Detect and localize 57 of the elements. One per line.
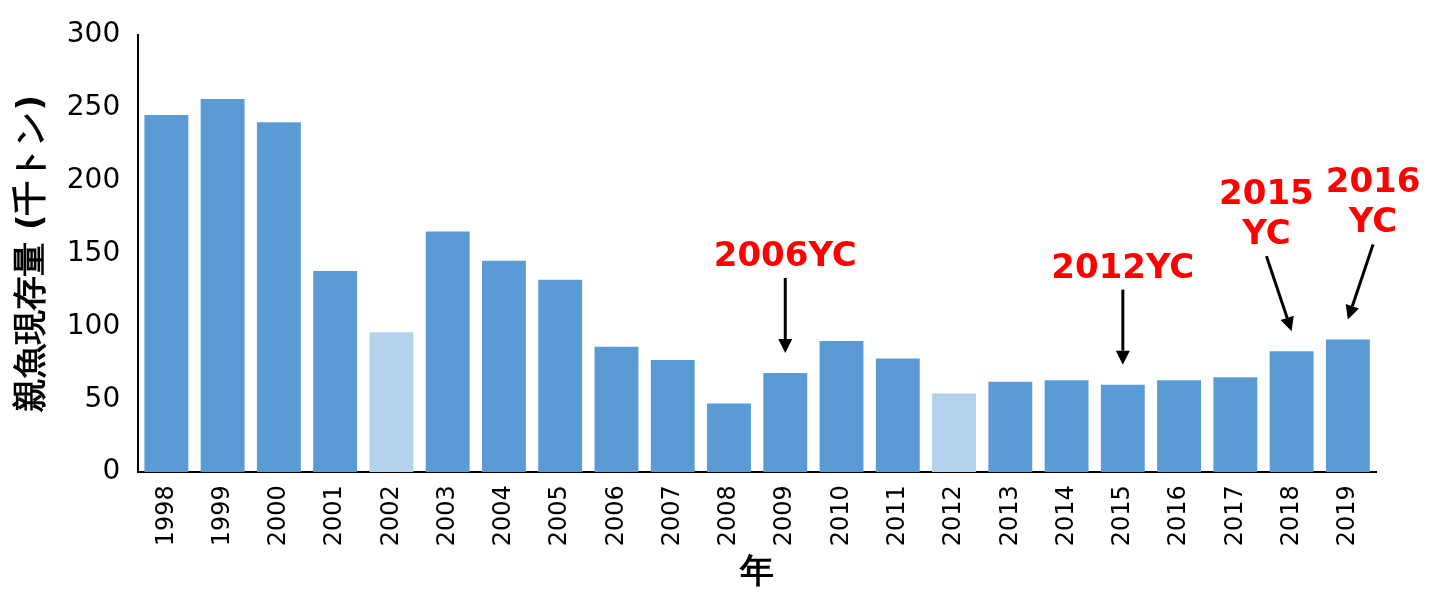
x-tick-label: 2008 [713, 485, 742, 547]
x-tick-label: 2007 [656, 485, 685, 547]
bar [369, 332, 414, 473]
bar [200, 98, 245, 473]
y-tick-label: 50 [84, 380, 121, 414]
x-tick-label: 2003 [431, 485, 460, 547]
y-tick-label: 100 [66, 307, 121, 341]
bar [1325, 339, 1370, 473]
y-tick-label: 150 [66, 234, 121, 268]
bar [875, 358, 920, 473]
bar [819, 340, 864, 473]
x-tick-label: 2011 [882, 485, 911, 547]
x-tick-label: 2010 [825, 485, 854, 547]
x-tick-label: 2009 [769, 485, 798, 547]
x-axis-title: 年 [739, 550, 775, 591]
x-tick-label: 2005 [544, 485, 573, 547]
x-tick-label: 2014 [1050, 485, 1079, 547]
x-tick-label: 1998 [150, 485, 179, 547]
bar [425, 231, 470, 473]
y-tick-label: 250 [66, 88, 121, 122]
x-tick-label: 2013 [994, 485, 1023, 547]
annotation: 2016 YC [1325, 160, 1421, 241]
annotation: 2006YC [713, 234, 857, 274]
bar [707, 403, 751, 473]
bar [1157, 380, 1202, 473]
bar [256, 122, 301, 473]
x-tick-label: 2015 [1107, 485, 1136, 547]
bar [1100, 384, 1145, 473]
bar [482, 260, 526, 473]
x-tick-label: 2000 [263, 485, 292, 547]
x-tick-label: 2019 [1332, 485, 1361, 547]
annotation: 2015 YC [1219, 172, 1314, 253]
bar [763, 373, 808, 473]
y-tick-label: 200 [66, 161, 121, 195]
bar [1044, 380, 1089, 473]
bar [594, 346, 639, 473]
x-tick-label: 2018 [1275, 485, 1304, 547]
x-tick-label: 2001 [319, 485, 348, 547]
x-tick-label: 2004 [488, 485, 517, 547]
x-tick-label: 2012 [938, 485, 967, 547]
x-tick-label: 2002 [375, 485, 404, 547]
bar [988, 381, 1033, 473]
bar [1213, 377, 1258, 473]
bar [144, 114, 189, 473]
bar [313, 270, 358, 473]
y-tick-label: 0 [102, 453, 121, 487]
x-tick-label: 2006 [600, 485, 629, 547]
bar [538, 279, 583, 473]
annotation: 2012YC [1051, 245, 1195, 286]
y-axis-title: 親魚現存量 (千トン) [9, 95, 50, 413]
x-tick-label: 2017 [1219, 485, 1248, 547]
bar [650, 359, 695, 473]
bar [932, 393, 976, 473]
x-tick-label: 1999 [206, 485, 235, 547]
y-tick-label: 300 [66, 16, 121, 50]
bar [1269, 351, 1314, 473]
x-tick-label: 2016 [1163, 485, 1192, 547]
